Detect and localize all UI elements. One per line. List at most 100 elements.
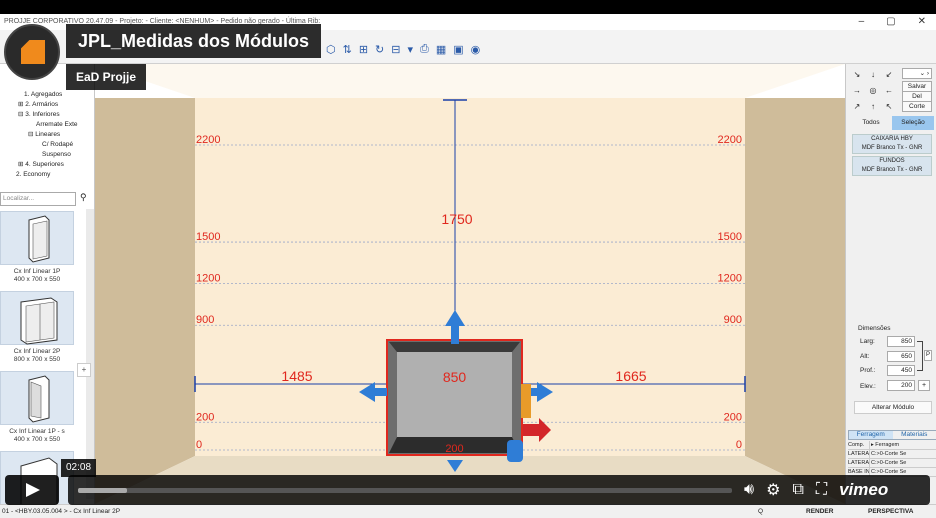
tab-hardware[interactable]: Ferragem bbox=[849, 431, 893, 439]
pip-icon[interactable]: ⧉ bbox=[792, 481, 804, 498]
depth-field[interactable]: 450 bbox=[887, 365, 915, 376]
perspective-button[interactable]: PERSPECTIVA bbox=[868, 508, 914, 515]
left-wall bbox=[95, 64, 195, 504]
align-icon[interactable]: ⇅ bbox=[342, 44, 352, 56]
status-q[interactable]: Q bbox=[758, 508, 764, 515]
progress-bar[interactable] bbox=[78, 488, 732, 493]
cut-button[interactable]: Corte bbox=[902, 101, 932, 112]
table-row[interactable]: LATERAL DC:>0-Corte Se bbox=[848, 459, 936, 468]
render-button[interactable]: RENDER bbox=[806, 508, 834, 515]
channel-avatar[interactable] bbox=[4, 24, 60, 80]
module-name: Cx Inf Linear 1P bbox=[13, 268, 61, 275]
module-size: 400 x 700 x 550 bbox=[13, 436, 61, 443]
stack-icon[interactable]: ⊞ bbox=[358, 44, 369, 56]
arrow-down-left-icon[interactable]: ↙ bbox=[885, 70, 893, 79]
progress-fill bbox=[78, 488, 128, 493]
elevation-label: Elev.: bbox=[860, 383, 876, 390]
view-dropdown[interactable]: ⌄ › bbox=[902, 68, 932, 79]
search-icon[interactable]: ⚲ bbox=[80, 192, 87, 202]
play-icon bbox=[26, 483, 40, 497]
arrow-left-icon[interactable]: ← bbox=[885, 86, 893, 95]
tree-item[interactable]: ⊟ Lineares bbox=[28, 131, 61, 138]
width-field[interactable]: 850 bbox=[887, 336, 915, 347]
room-drawing: 2200 2200 1500 1500 1200 1200 900 900 200 200 0 0 17… bbox=[95, 64, 845, 504]
image-icon[interactable]: ▣ bbox=[453, 44, 464, 56]
tab-all[interactable]: Todos bbox=[862, 119, 880, 126]
level-label-right: 0 bbox=[736, 439, 742, 451]
search-input[interactable]: Localizar... bbox=[0, 192, 76, 206]
dropdown-icon[interactable]: ▾ bbox=[407, 44, 414, 56]
cabinet-bottom bbox=[389, 437, 520, 453]
arrow-right-icon[interactable]: → bbox=[853, 86, 861, 95]
material-fundos[interactable]: FUNDOS MDF Branco Tx - GNR bbox=[852, 156, 932, 176]
fullscreen-icon[interactable]: ⛶ bbox=[815, 481, 828, 498]
level-label-left: 2200 bbox=[196, 134, 220, 146]
arrow-down-icon[interactable]: ↓ bbox=[871, 70, 875, 79]
video-title[interactable]: JPL_Medidas dos Módulos bbox=[66, 24, 322, 58]
play-button[interactable] bbox=[5, 475, 59, 505]
level-label-left: 1200 bbox=[196, 273, 220, 285]
vimeo-logo[interactable]: vimeo bbox=[839, 480, 889, 499]
minimize-button[interactable]: – bbox=[858, 16, 865, 27]
elevation-field[interactable]: 200 bbox=[887, 380, 915, 391]
module-thumbnail bbox=[0, 291, 74, 345]
tree-item[interactable]: ⊞ 4. Superiores bbox=[18, 161, 64, 168]
tree-item[interactable]: 1. Agregados bbox=[24, 91, 63, 98]
module-name: Cx Inf Linear 1P - s bbox=[9, 428, 65, 435]
tab-materials[interactable]: Materiais bbox=[901, 431, 928, 438]
height-field[interactable]: 650 bbox=[887, 351, 915, 362]
cabinet-top-inner bbox=[389, 342, 520, 352]
material-caixaria[interactable]: CAIXARIA HBY MDF Branco Tx - GNR bbox=[852, 134, 932, 154]
rotate-handle bbox=[507, 440, 523, 462]
move-right-handle bbox=[523, 382, 553, 402]
tree-item[interactable]: ⊞ 2. Armários bbox=[18, 101, 59, 108]
module-card[interactable]: Cx Inf Linear 1P 400 x 700 x 550 bbox=[0, 211, 74, 284]
level-label-left: 1500 bbox=[196, 231, 220, 243]
volume-icon[interactable]: 🔊︎ bbox=[744, 481, 755, 498]
arrow-up-icon[interactable]: ↑ bbox=[871, 102, 875, 111]
components-table: Comp.▸ Ferragem LATERAL ESC:>0-Corte Se … bbox=[848, 441, 936, 477]
center-icon[interactable]: ◎ bbox=[869, 86, 877, 95]
table-row[interactable]: LATERAL ESC:>0-Corte Se bbox=[848, 450, 936, 459]
arrow-up-left-icon[interactable]: ↖ bbox=[885, 102, 893, 111]
level-label-right: 1500 bbox=[718, 231, 742, 243]
close-button[interactable]: ✕ bbox=[917, 16, 926, 27]
grid-icon[interactable]: ⊟ bbox=[391, 44, 401, 56]
tree-item[interactable]: Arremate Exte bbox=[36, 121, 78, 128]
tree-item[interactable]: C/ Rodapé bbox=[42, 141, 74, 148]
window-controls: – ▢ ✕ bbox=[859, 14, 926, 30]
rotate-icon[interactable]: ↻ bbox=[375, 44, 385, 56]
module-card[interactable]: Cx Inf Linear 1P - s 400 x 700 x 550 bbox=[0, 371, 74, 444]
arrow-up-right-icon[interactable]: ↗ bbox=[853, 102, 861, 111]
elevation-plus-button[interactable]: + bbox=[918, 380, 930, 391]
arrow-down-right-icon[interactable]: ↘ bbox=[853, 70, 861, 79]
add-module-button[interactable]: + bbox=[77, 363, 91, 377]
cube-icon[interactable]: ⬡ bbox=[326, 44, 336, 56]
dim-width-label: 850 bbox=[443, 369, 467, 385]
right-wall bbox=[745, 64, 845, 504]
alter-module-button[interactable]: Alterar Módulo bbox=[854, 401, 932, 414]
module-card[interactable]: Cx Inf Linear 2P 800 x 700 x 550 bbox=[0, 291, 74, 364]
proportion-button[interactable]: P bbox=[924, 350, 932, 361]
tab-selection[interactable]: Seleção bbox=[892, 116, 934, 130]
settings-icon[interactable]: ⚙ bbox=[766, 482, 781, 499]
status-module: 01 - <HBY.03.05.004 > - Cx Inf Linear 2P bbox=[2, 508, 121, 515]
tree-item[interactable]: ⊟ 3. Inferiores bbox=[18, 111, 60, 118]
camera-icon[interactable]: ◉ bbox=[470, 44, 481, 56]
level-label-left: 900 bbox=[196, 314, 214, 326]
room-viewport[interactable]: 2200 2200 1500 1500 1200 1200 900 900 200 200 0 0 17… bbox=[95, 64, 845, 504]
level-label-left: 200 bbox=[196, 411, 214, 423]
depth-handle bbox=[523, 418, 551, 442]
maximize-button[interactable]: ▢ bbox=[886, 16, 896, 27]
tree-item[interactable]: Suspenso bbox=[42, 151, 71, 158]
position-arrows: ↘ ↓ ↙ → ◎ ← ↗ ↑ ↖ bbox=[850, 68, 896, 114]
detail-tabs: Ferragem Materiais bbox=[848, 430, 936, 440]
chart-icon[interactable]: ▦ bbox=[435, 44, 447, 56]
channel-name[interactable]: EaD Projje bbox=[66, 64, 147, 90]
cabinet-back bbox=[397, 352, 512, 437]
tree-item[interactable]: 2. Economy bbox=[16, 171, 51, 178]
table-row[interactable]: Comp. ▸ Ferragem bbox=[848, 441, 936, 450]
print-icon[interactable]: ⎙ bbox=[420, 43, 429, 55]
dim-top-label: 1750 bbox=[441, 211, 472, 227]
library-scrollbar[interactable] bbox=[86, 209, 94, 499]
